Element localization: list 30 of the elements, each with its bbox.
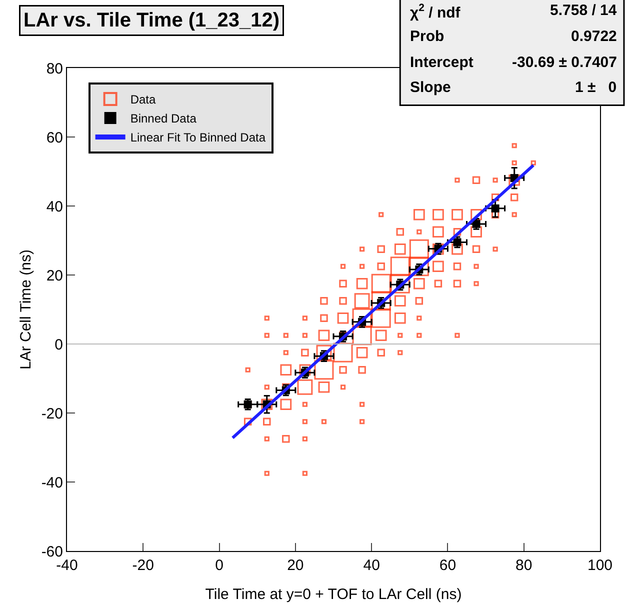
x-tick-label: 20 xyxy=(287,557,304,574)
text: χ$^{2}$ / ndf xyxy=(410,2,462,22)
y-tick-label: 80 xyxy=(46,60,63,78)
annotation: Slope xyxy=(410,79,451,96)
x-tick-label: 40 xyxy=(363,557,380,574)
y-tick-label: 40 xyxy=(46,198,63,216)
y-tick-label: 0 xyxy=(54,336,63,354)
point xyxy=(491,204,500,212)
y-tick-label: -60 xyxy=(41,543,63,560)
text: Prob xyxy=(410,28,444,45)
annotation: -30.69 ± 0.7407 xyxy=(512,54,617,71)
x-tick-label: 0 xyxy=(215,557,224,574)
y-tick-label: -40 xyxy=(41,474,63,492)
text: 0.9722 xyxy=(571,28,617,45)
x-tick-label: -20 xyxy=(132,557,154,574)
y-tick-label: 60 xyxy=(46,129,63,146)
x-tick-label: 60 xyxy=(439,557,456,574)
y-tick-label: -20 xyxy=(41,405,63,422)
annotation: 1 ± 0 xyxy=(575,79,617,96)
x-tick-label: 100 xyxy=(587,557,613,574)
legend-label: Binned Data xyxy=(130,112,197,126)
annotation: Intercept xyxy=(410,54,474,71)
y-axis-title: LAr Cell Time (ns) xyxy=(18,249,35,370)
y-tick-label: 20 xyxy=(46,267,63,284)
chart-title: LAr vs. Tile Time (1_23_12) xyxy=(24,10,280,32)
text: 5.758 / 14 xyxy=(550,2,618,19)
x-tick-label: 80 xyxy=(516,557,532,574)
x-axis-title: Tile Time at y=0 + TOF to LAr Cell (ns) xyxy=(205,586,462,603)
legend-label: Linear Fit To Binned Data xyxy=(130,130,266,145)
legend-label: Data xyxy=(130,92,156,107)
